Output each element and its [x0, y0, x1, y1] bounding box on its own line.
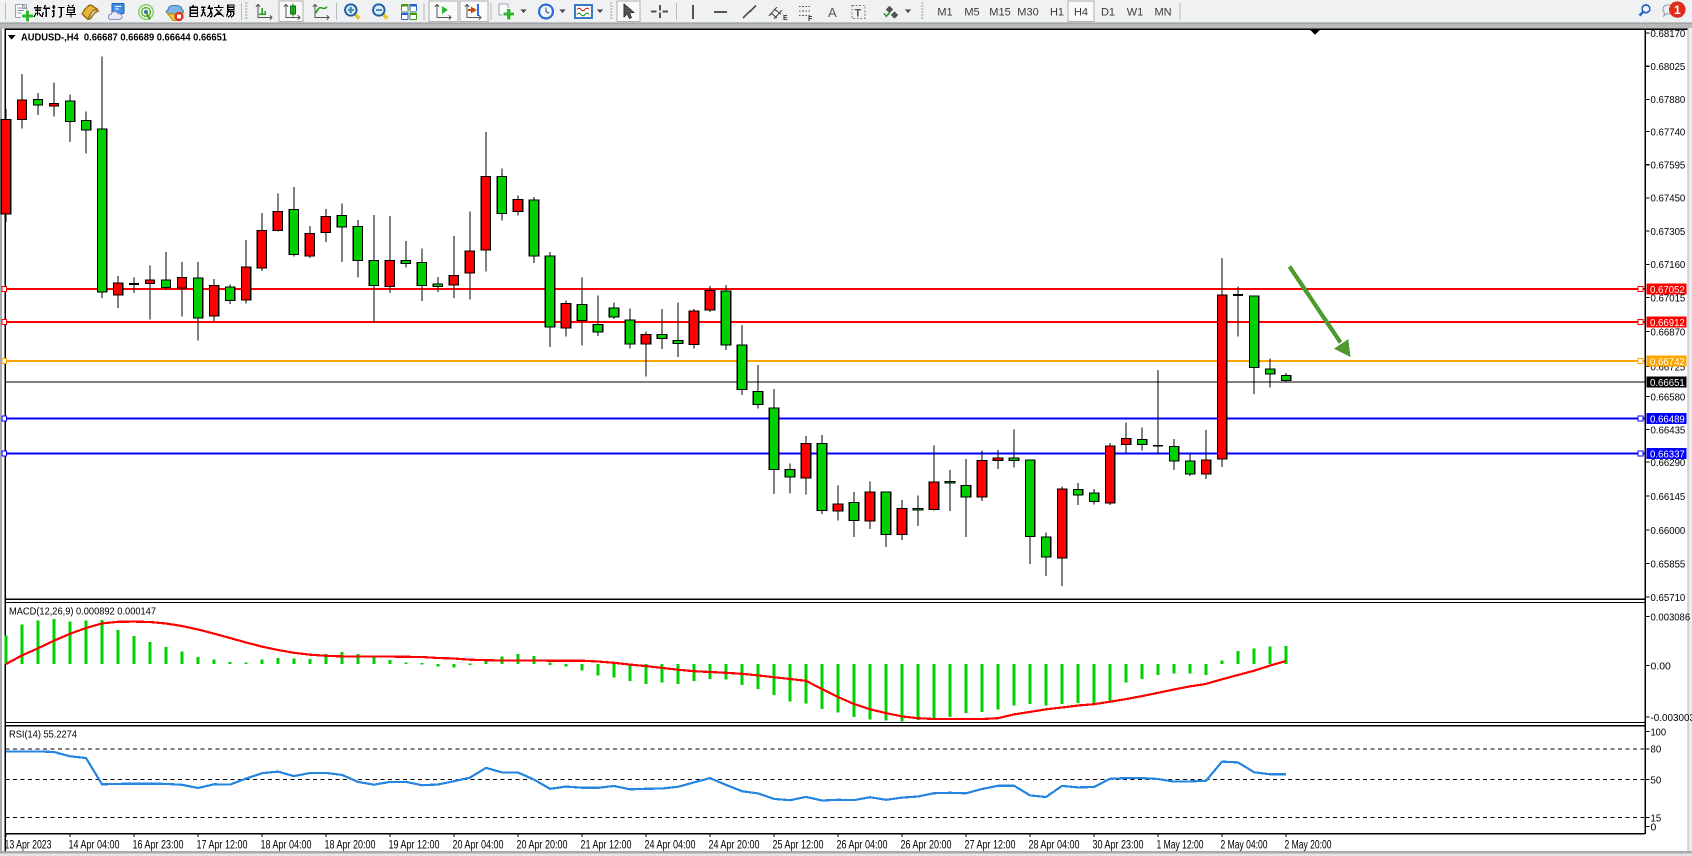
- svg-text:0.65855: 0.65855: [1651, 559, 1686, 570]
- svg-text:20 Apr 04:00: 20 Apr 04:00: [453, 839, 504, 851]
- svg-text:0.67595: 0.67595: [1651, 161, 1686, 172]
- svg-text:16 Apr 23:00: 16 Apr 23:00: [133, 839, 184, 851]
- svg-text:AUDUSD-,H4 0.66687 0.66689 0.: AUDUSD-,H4 0.66687 0.66689 0.66644 0.666…: [21, 33, 227, 44]
- svg-text:20 Apr 20:00: 20 Apr 20:00: [517, 839, 568, 851]
- svg-text:0.00: 0.00: [1651, 661, 1672, 672]
- svg-text:0.66580: 0.66580: [1651, 392, 1686, 403]
- svg-text:M30: M30: [1017, 7, 1038, 19]
- svg-text:1 May 12:00: 1 May 12:00: [1157, 839, 1204, 851]
- svg-text:RSI(14) 55.2274: RSI(14) 55.2274: [9, 728, 77, 740]
- svg-text:0.68170: 0.68170: [1651, 29, 1686, 40]
- svg-text:0.67305: 0.67305: [1651, 227, 1686, 238]
- svg-text:80: 80: [1651, 745, 1662, 756]
- svg-text:0.66145: 0.66145: [1651, 492, 1686, 503]
- svg-text:21 Apr 12:00: 21 Apr 12:00: [581, 839, 632, 851]
- svg-text:A: A: [828, 5, 837, 20]
- svg-text:26 Apr 04:00: 26 Apr 04:00: [837, 839, 888, 851]
- svg-text:14 Apr 04:00: 14 Apr 04:00: [69, 839, 120, 851]
- svg-text:0.67880: 0.67880: [1651, 95, 1686, 106]
- svg-text:2 May 04:00: 2 May 04:00: [1221, 839, 1268, 851]
- svg-text:13 Apr 2023: 13 Apr 2023: [5, 839, 52, 851]
- svg-text:0.67052: 0.67052: [1650, 285, 1685, 296]
- svg-text:0.66870: 0.66870: [1651, 327, 1686, 338]
- svg-text:F: F: [808, 16, 813, 23]
- svg-text:24 Apr 20:00: 24 Apr 20:00: [709, 839, 760, 851]
- svg-text:25 Apr 12:00: 25 Apr 12:00: [773, 839, 824, 851]
- svg-text:0.65710: 0.65710: [1651, 593, 1686, 604]
- svg-text:17 Apr 12:00: 17 Apr 12:00: [197, 839, 248, 851]
- svg-text:0.66435: 0.66435: [1651, 425, 1686, 436]
- svg-text:0.66742: 0.66742: [1650, 357, 1685, 368]
- svg-text:H4: H4: [1074, 7, 1088, 19]
- svg-text:W1: W1: [1127, 7, 1144, 19]
- svg-text:2 May 20:00: 2 May 20:00: [1285, 839, 1332, 851]
- svg-text:24 Apr 04:00: 24 Apr 04:00: [645, 839, 696, 851]
- svg-text:28 Apr 04:00: 28 Apr 04:00: [1029, 839, 1080, 851]
- svg-text:H1: H1: [1050, 7, 1064, 19]
- svg-text:0.66725: 0.66725: [1651, 362, 1686, 373]
- svg-text:0.66912: 0.66912: [1650, 318, 1685, 329]
- svg-text:0.66489: 0.66489: [1650, 414, 1685, 425]
- svg-text:M1: M1: [937, 7, 952, 19]
- svg-text:0.67450: 0.67450: [1651, 194, 1686, 205]
- svg-text:0.67015: 0.67015: [1651, 293, 1686, 304]
- svg-text:30 Apr 23:00: 30 Apr 23:00: [1093, 839, 1144, 851]
- svg-text:1: 1: [1674, 3, 1681, 17]
- svg-text:15: 15: [1651, 813, 1662, 824]
- svg-text:0.66000: 0.66000: [1651, 526, 1686, 537]
- svg-text:0.003086: 0.003086: [1651, 612, 1691, 623]
- svg-text:-0.003003: -0.003003: [1651, 713, 1692, 724]
- svg-text:0.66337: 0.66337: [1650, 449, 1685, 460]
- svg-text:18 Apr 20:00: 18 Apr 20:00: [325, 839, 376, 851]
- svg-text:M15: M15: [989, 7, 1010, 19]
- svg-text:18 Apr 04:00: 18 Apr 04:00: [261, 839, 312, 851]
- svg-text:26 Apr 20:00: 26 Apr 20:00: [901, 839, 952, 851]
- svg-text:MN: MN: [1154, 7, 1171, 19]
- svg-text:100: 100: [1651, 727, 1667, 738]
- svg-text:27 Apr 12:00: 27 Apr 12:00: [965, 839, 1016, 851]
- svg-text:0.67160: 0.67160: [1651, 260, 1686, 271]
- svg-text:0: 0: [1651, 822, 1657, 833]
- svg-text:T: T: [855, 8, 862, 20]
- svg-text:19 Apr 12:00: 19 Apr 12:00: [389, 839, 440, 851]
- svg-text:MACD(12,26,9) 0.000892 0.00014: MACD(12,26,9) 0.000892 0.000147: [9, 606, 156, 618]
- svg-text:0.68025: 0.68025: [1651, 62, 1686, 73]
- svg-text:D1: D1: [1101, 7, 1115, 19]
- svg-text:E: E: [783, 15, 788, 22]
- svg-text:0.67740: 0.67740: [1651, 127, 1686, 138]
- svg-text:50: 50: [1651, 775, 1662, 786]
- svg-text:0.66651: 0.66651: [1650, 378, 1685, 389]
- svg-text:M5: M5: [964, 7, 979, 19]
- svg-text:0.66290: 0.66290: [1651, 458, 1686, 469]
